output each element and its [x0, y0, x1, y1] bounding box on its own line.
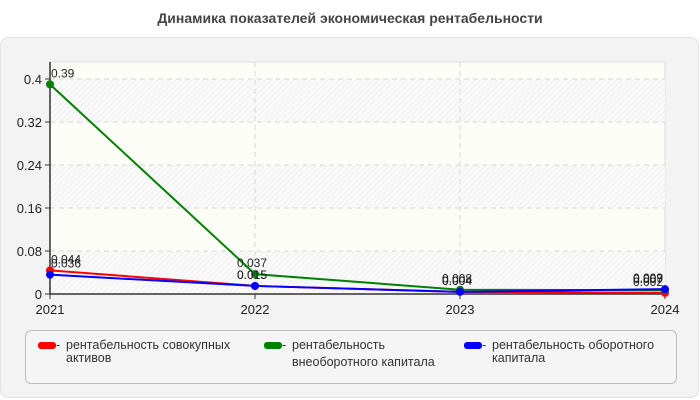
legend-swatch-green [264, 342, 282, 349]
data-label: 0.008 [442, 272, 472, 286]
data-label: 0.004 [442, 274, 472, 288]
y-tick-label: 0.16 [17, 201, 42, 216]
x-tick-label: 2022 [241, 302, 270, 317]
data-label: 0.037 [237, 256, 267, 270]
y-tick-label: 0.32 [17, 115, 42, 130]
plot-area: 0 0.08 0.16 0.24 0.32 0.4 2021 2022 2023 2024 0.04… [17, 61, 680, 317]
series-line [49, 273, 666, 293]
y-tick-label: 0 [35, 287, 42, 302]
data-label: 0.015 [237, 268, 267, 282]
y-tick-label: 0.24 [17, 158, 42, 173]
legend-swatch-blue [464, 342, 482, 349]
data-point [251, 270, 259, 279]
data-label: 0.007 [633, 272, 663, 286]
legend-item-noncurrent: - рентабельность внеоборотного капитала [264, 339, 435, 372]
x-tick-label: 2024 [651, 302, 680, 317]
data-label: 0.39 [51, 66, 75, 80]
data-point [251, 281, 259, 290]
data-label: 0.009 [633, 271, 663, 285]
x-tick-label: 2023 [446, 302, 475, 317]
legend-item-assets: - рентабельность совокупных активов [38, 339, 230, 365]
data-label: 0.004 [442, 274, 472, 288]
data-label: 0.036 [51, 257, 81, 271]
data-point [661, 285, 669, 294]
data-label: 0.044 [51, 252, 81, 266]
y-tick-label: 0.4 [24, 72, 42, 87]
legend [25, 330, 677, 384]
x-tick-label: 2021 [36, 302, 65, 317]
data-point [456, 287, 464, 296]
data-point [46, 80, 54, 89]
y-tick-label: 0.08 [17, 244, 42, 259]
chart-title: Динамика показателей экономическая рента… [157, 10, 543, 26]
data-point [46, 270, 54, 279]
legend-swatch-red [38, 342, 56, 349]
data-label: 0.002 [633, 275, 663, 289]
legend-item-current: - рентабельность оборотного капитала [464, 339, 654, 365]
